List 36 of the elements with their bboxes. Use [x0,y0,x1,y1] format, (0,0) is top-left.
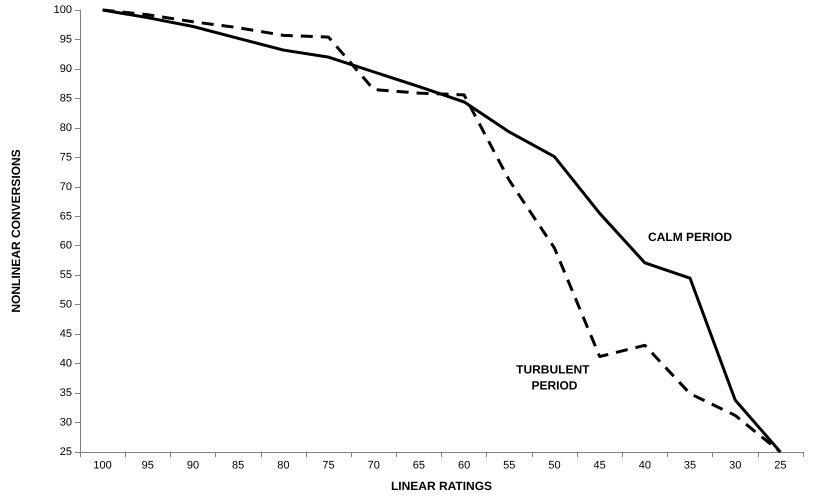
x-tick-label: 35 [684,460,696,472]
x-axis-title: LINEAR RATINGS [390,479,492,493]
x-tick-label: 100 [93,460,112,472]
y-tick-label: 30 [60,416,72,429]
y-tick-label: 90 [60,62,72,75]
x-tick-label: 70 [368,460,380,472]
x-tick-label: 80 [277,460,290,472]
x-tick-label: 85 [232,460,244,472]
y-tick-label: 45 [60,328,72,340]
y-axis-title: NONLINEAR CONVERSIONS [9,149,23,313]
series-label: CALM PERIOD [648,230,732,244]
y-tick-label: 70 [60,180,72,193]
x-tick-label: 90 [186,460,200,472]
y-tick-label: 85 [60,92,72,104]
x-tick-label: 75 [322,460,335,472]
x-tick-label: 50 [548,460,561,472]
x-tick-label: 45 [594,460,606,472]
y-tick-label: 95 [60,33,72,46]
y-tick-label: 25 [60,446,72,458]
x-tick-label: 55 [503,460,516,472]
y-tick-label: 80 [60,122,72,134]
x-tick-label: 65 [412,460,426,472]
y-tick-label: 35 [60,387,72,400]
y-tick-label: 50 [60,298,72,311]
y-tick-label: 55 [60,269,72,282]
y-tick-label: 75 [60,151,72,164]
x-tick-label: 30 [729,460,742,472]
y-tick-label: 100 [54,4,72,16]
x-tick-label: 95 [142,460,154,472]
x-tick-label: 25 [774,460,787,472]
y-tick-label: 60 [60,240,72,252]
x-tick-label: 60 [458,460,470,472]
series-label: TURBULENT PERIOD [516,362,593,393]
x-tick-label: 40 [638,460,651,472]
y-tick-label: 40 [60,358,72,370]
y-tick-label: 65 [60,210,72,222]
